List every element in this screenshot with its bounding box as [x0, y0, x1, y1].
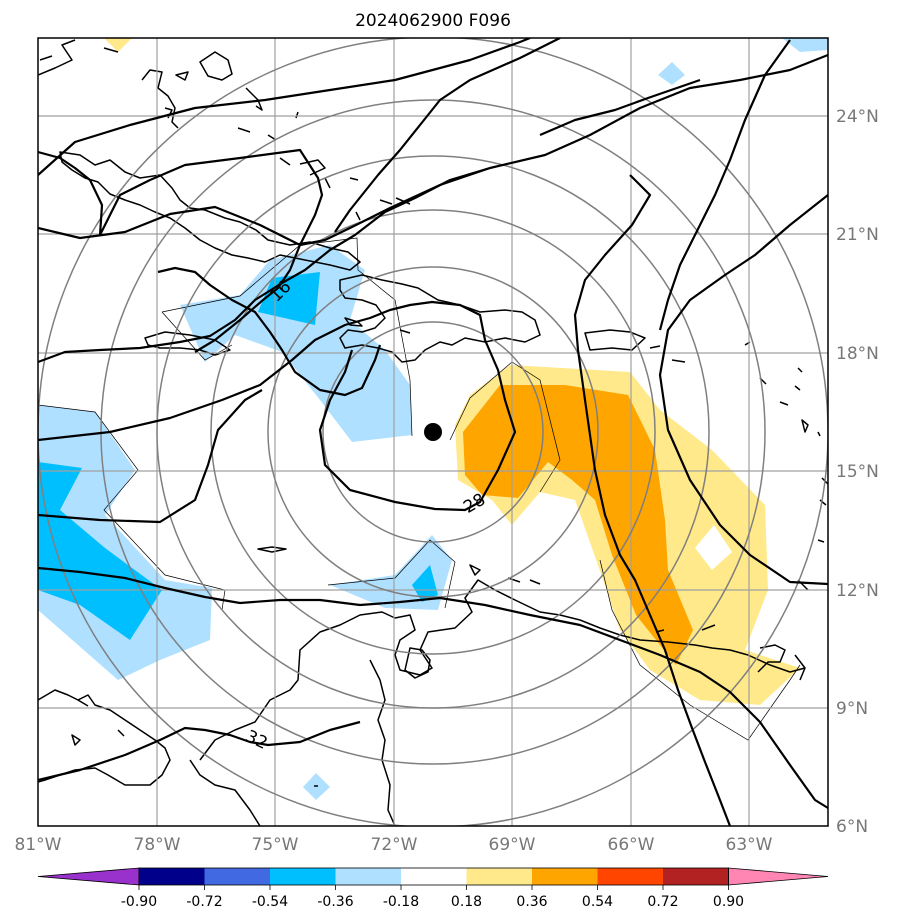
lon-tick-labels: 81°W 78°W 75°W 72°W 69°W 66°W 63°W	[15, 835, 773, 855]
coast-puerto-rico	[584, 329, 821, 437]
coast-cuba	[59, 151, 361, 271]
shade-light-blue-ne1	[782, 38, 828, 52]
colorbar-tick-label: -0.36	[317, 894, 353, 910]
colorbar-segment	[270, 868, 336, 885]
colorbar-tick-label: 0.90	[713, 894, 744, 910]
colorbar-extend-high	[728, 867, 829, 886]
contour-line-11	[658, 194, 828, 586]
colorbar-segment	[139, 868, 205, 885]
colorbar-segment	[663, 868, 729, 885]
map-panel: 16 28 32	[38, 38, 828, 826]
contour-32	[38, 720, 361, 782]
contour-line-5	[38, 300, 517, 512]
colorbar-segment	[597, 868, 664, 885]
shade-blue-west	[38, 462, 162, 640]
colorbar-segment	[335, 868, 402, 885]
colorbar-tick-label: -0.72	[186, 894, 222, 910]
coast-central-america	[38, 689, 171, 786]
coast-jamaica	[144, 331, 231, 356]
contour-line-1	[38, 38, 531, 176]
coast-venezuela-lake	[404, 647, 431, 679]
range-ring-1	[322, 321, 544, 543]
coast-colombia-inland	[189, 659, 396, 826]
colorbar-segment	[401, 868, 467, 885]
shade-orange-east	[463, 385, 693, 665]
contour-line-7	[38, 566, 401, 607]
colorbar-segment	[466, 868, 533, 885]
range-rings	[38, 38, 828, 826]
shade-white-hole	[695, 525, 732, 570]
lon-tick-label: 75°W	[252, 835, 299, 855]
range-ring-4	[156, 155, 710, 709]
shade-yellow-nw	[104, 38, 132, 52]
lat-tick-label: 9°N	[836, 699, 868, 719]
lat-tick-label: 24°N	[836, 107, 879, 127]
colorbar-extend-low	[37, 867, 140, 886]
lat-tick-label: 18°N	[836, 344, 879, 364]
colorbar-frame	[138, 867, 729, 886]
lat-tick-label: 6°N	[836, 817, 868, 837]
colorbar-tick-label: 0.36	[516, 894, 547, 910]
lon-tick-label: 69°W	[489, 835, 536, 855]
shade-blue-hispaniola	[258, 272, 320, 325]
contour-line-13	[399, 596, 828, 809]
colorbar-tick-label: 0.54	[582, 894, 613, 910]
coastlines	[38, 39, 828, 826]
map-title: 2024062900 F096	[355, 11, 511, 31]
contour-line-8	[334, 38, 561, 233]
lat-tick-label: 15°N	[836, 462, 879, 482]
colorbar-tick-label: -0.18	[383, 894, 419, 910]
range-ring-3	[210, 209, 656, 655]
lon-tick-label: 72°W	[371, 835, 418, 855]
colorbar-segment	[532, 868, 598, 885]
contour-16	[157, 266, 382, 397]
lon-tick-label: 63°W	[726, 835, 773, 855]
colorbar-tick-label: 0.72	[647, 894, 678, 910]
lon-tick-label: 81°W	[15, 835, 62, 855]
contour-line-9	[539, 78, 701, 137]
contour-line-3	[38, 148, 324, 353]
colorbar: -0.90 -0.72 -0.54 -0.36 -0.18 0.18 0.36 0.54 0.7…	[37, 867, 829, 910]
range-ring-2	[267, 266, 599, 598]
shade-light-blue-hispaniola	[180, 245, 412, 442]
coast-south-america	[199, 564, 806, 761]
colorbar-tick-label: 0.18	[451, 894, 482, 910]
lat-tick-label: 21°N	[836, 225, 879, 245]
colorbar-segment	[204, 868, 271, 885]
colorbar-tick-label: -0.90	[121, 894, 157, 910]
shade-blue-south	[412, 565, 438, 602]
lon-tick-label: 78°W	[134, 835, 181, 855]
contour-line-6	[38, 389, 263, 524]
storm-center-marker	[424, 423, 442, 441]
contour-line-2	[38, 53, 828, 247]
contours	[38, 38, 828, 826]
lon-tick-label: 66°W	[608, 835, 655, 855]
map-frame	[37, 37, 829, 827]
coast-small-feature	[257, 546, 318, 787]
lat-tick-label: 12°N	[836, 581, 879, 601]
contour-line-4	[38, 166, 491, 364]
lat-tick-labels: 24°N 21°N 18°N 15°N 12°N 9°N 6°N	[836, 107, 879, 837]
colorbar-tick-label: -0.54	[252, 894, 288, 910]
contour-line-10	[573, 174, 732, 826]
contour-line-12	[658, 39, 791, 331]
shade-light-blue-ne2	[658, 62, 685, 85]
